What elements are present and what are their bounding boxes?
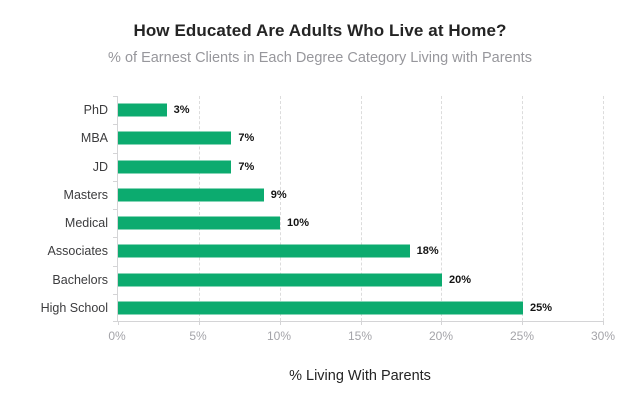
gridline	[198, 96, 200, 321]
bar	[118, 273, 442, 287]
category-label: Bachelors	[52, 272, 108, 287]
bar-row: PhD 3%	[84, 96, 603, 124]
category-label: Associates	[47, 244, 108, 259]
x-tick-label: 0%	[108, 329, 126, 343]
x-tick-label: 10%	[266, 329, 292, 343]
bar	[118, 244, 410, 258]
plot-area: PhD 3% MBA 7% JD 7% Masters 9% Medical 10% Associa…	[41, 96, 604, 325]
y-axis-tick	[113, 237, 118, 239]
bar-row: High School 25%	[41, 294, 603, 322]
category-label: PhD	[83, 103, 108, 118]
y-axis-tick	[113, 152, 118, 154]
value-label: 3%	[173, 104, 190, 117]
bar-row: JD 7%	[93, 153, 603, 181]
x-axis-tick	[118, 321, 119, 325]
value-label: 7%	[238, 160, 255, 173]
y-axis-tick	[113, 293, 118, 295]
chart-subtitle: % of Earnest Clients in Each Degree Cate…	[108, 50, 532, 66]
chart-title: How Educated Are Adults Who Live at Home…	[133, 21, 507, 40]
x-axis-tick	[603, 321, 604, 325]
x-axis-tick	[360, 321, 362, 325]
gridline	[441, 96, 443, 321]
category-label: High School	[40, 300, 108, 315]
bar	[118, 103, 167, 117]
gridline	[279, 96, 281, 321]
value-label: 18%	[416, 245, 439, 258]
gridline	[360, 96, 362, 321]
x-axis-tick	[522, 321, 524, 325]
gridline	[603, 96, 604, 321]
value-label: 10%	[287, 217, 310, 230]
value-label: 7%	[238, 132, 255, 145]
y-axis-tick	[113, 265, 118, 267]
x-tick-label: 20%	[428, 329, 454, 343]
category-label: MBA	[80, 131, 108, 146]
value-label: 9%	[270, 188, 287, 201]
x-axis-tick	[279, 321, 281, 325]
y-axis-tick	[113, 180, 118, 182]
value-label: 20%	[449, 273, 472, 286]
x-tick-label: 5%	[189, 329, 207, 343]
y-axis-tick	[113, 321, 118, 322]
bar	[118, 188, 264, 202]
bar-row: Associates 18%	[48, 237, 603, 265]
y-axis-tick	[113, 96, 118, 97]
bar-row: Masters 9%	[64, 181, 603, 209]
x-axis-title: % Living With Parents	[289, 368, 431, 384]
bar	[118, 216, 280, 230]
bar-row: MBA 7%	[81, 124, 603, 152]
bar	[118, 131, 232, 145]
x-tick-label: 30%	[590, 329, 616, 343]
x-tick-label: 15%	[347, 329, 373, 343]
x-axis-tick	[198, 321, 200, 325]
bar	[118, 301, 523, 315]
category-label: Masters	[63, 187, 108, 202]
y-axis-tick	[113, 209, 118, 210]
bar	[118, 160, 232, 174]
value-label: 25%	[530, 301, 553, 314]
x-tick-label: 25%	[509, 329, 535, 343]
gridline	[522, 96, 524, 321]
category-label: JD	[92, 159, 108, 174]
x-axis-tick	[441, 321, 443, 325]
y-axis-tick	[113, 124, 118, 126]
bar-row: Bachelors 20%	[52, 266, 603, 294]
category-label: Medical	[64, 216, 108, 231]
bar-row: Medical 10%	[65, 209, 603, 237]
